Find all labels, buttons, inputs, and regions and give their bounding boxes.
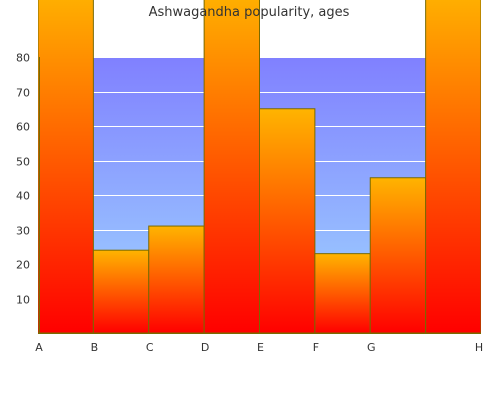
x-tick-labels: A B C D E F G H [35, 341, 483, 354]
x-tick-label: C [146, 341, 154, 354]
area-segment [92, 249, 150, 333]
x-tick-label: H [475, 341, 483, 354]
y-tick-label: 30 [16, 225, 30, 238]
area-segment [148, 225, 205, 333]
area-segment [425, 0, 481, 333]
y-tick-labels: 10 20 30 40 50 60 70 80 [16, 52, 30, 307]
y-tick-label: 50 [16, 156, 30, 169]
y-tick-label: 80 [16, 52, 30, 65]
chart-title: Ashwagandha popularity, ages [149, 5, 350, 20]
x-tick-label: G [367, 341, 376, 354]
y-tick-label: 40 [16, 190, 30, 203]
area-segment [369, 177, 427, 333]
y-tick-label: 60 [16, 121, 30, 134]
x-tick-label: F [313, 341, 319, 354]
x-tick-label: A [35, 341, 43, 354]
y-tick-label: 10 [16, 294, 30, 307]
x-tick-label: E [257, 341, 264, 354]
area-segment [314, 253, 371, 333]
x-tick-label: D [201, 341, 209, 354]
x-tick-label: B [91, 341, 99, 354]
y-tick-label: 70 [16, 87, 30, 100]
area-segment [203, 0, 260, 333]
area-series [38, 0, 481, 333]
area-segment [38, 0, 94, 333]
area-segment [259, 108, 316, 333]
y-tick-label: 20 [16, 259, 30, 272]
